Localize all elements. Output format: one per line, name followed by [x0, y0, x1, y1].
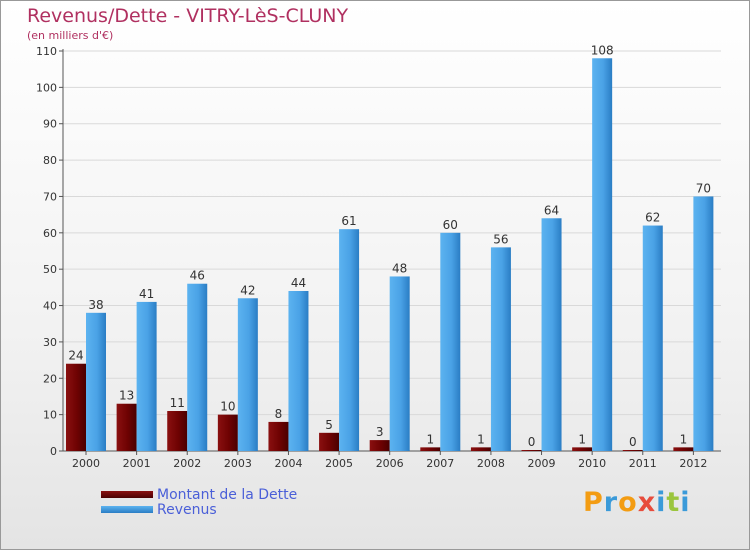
- debt-value-label: 24: [68, 349, 83, 363]
- debt-bar: [420, 447, 441, 451]
- revenue-value-label: 38: [88, 298, 103, 312]
- revenue-value-label: 60: [443, 218, 458, 232]
- debt-value-label: 0: [528, 435, 536, 449]
- revenue-bar: [389, 276, 410, 451]
- revenue-value-label: 48: [392, 261, 407, 275]
- legend-label-revenue: Revenus: [157, 502, 217, 518]
- legend-swatch-revenue: [101, 506, 153, 513]
- revenue-value-label: 42: [240, 283, 255, 297]
- y-tick-label: 30: [43, 336, 57, 349]
- x-tick-label: 2008: [477, 457, 505, 470]
- logo-letter: i: [680, 487, 691, 518]
- debt-bar: [572, 447, 593, 451]
- debt-bar: [116, 403, 137, 451]
- debt-bar: [622, 450, 643, 451]
- y-tick-label: 40: [43, 300, 57, 313]
- debt-value-label: 1: [477, 432, 485, 446]
- revenue-bar: [541, 218, 562, 451]
- logo-letter: x: [637, 487, 657, 518]
- revenue-bar: [440, 232, 461, 451]
- revenue-bar: [86, 312, 106, 451]
- x-tick-label: 2003: [224, 457, 252, 470]
- x-tick-label: 2012: [679, 457, 707, 470]
- debt-value-label: 1: [426, 432, 434, 446]
- x-tick-label: 2011: [629, 457, 657, 470]
- y-tick-label: 70: [43, 190, 57, 203]
- x-tick-label: 2006: [376, 457, 404, 470]
- revenue-bar: [187, 283, 208, 451]
- x-tick-label: 2001: [123, 457, 151, 470]
- debt-value-label: 10: [220, 400, 235, 414]
- y-tick-label: 80: [43, 154, 57, 167]
- debt-bar: [319, 432, 340, 451]
- revenue-value-label: 61: [341, 214, 356, 228]
- revenue-bar: [136, 301, 157, 451]
- x-tick-label: 2010: [578, 457, 606, 470]
- y-tick-label: 100: [36, 81, 57, 94]
- debt-value-label: 5: [325, 418, 333, 432]
- debt-bar: [268, 421, 289, 451]
- debt-bar: [470, 447, 491, 451]
- x-tick-label: 2000: [72, 457, 100, 470]
- y-tick-label: 0: [50, 445, 57, 458]
- y-tick-label: 60: [43, 227, 57, 240]
- revenue-value-label: 56: [493, 232, 508, 246]
- x-tick-label: 2007: [426, 457, 454, 470]
- debt-bar: [167, 411, 188, 451]
- debt-bar: [521, 450, 542, 451]
- debt-value-label: 3: [376, 425, 384, 439]
- debt-value-label: 11: [170, 396, 185, 410]
- debt-bar: [369, 440, 390, 451]
- debt-value-label: 1: [578, 432, 586, 446]
- x-tick-label: 2009: [528, 457, 556, 470]
- revenue-bar: [490, 247, 511, 451]
- revenue-value-label: 108: [591, 43, 614, 57]
- revenue-bar: [642, 225, 663, 451]
- revenue-value-label: 44: [291, 276, 306, 290]
- revenue-bar: [592, 58, 613, 451]
- logo-letter: t: [666, 487, 681, 518]
- chart-title: Revenus/Dette - VITRY-LèS-CLUNY: [27, 5, 349, 27]
- revenue-value-label: 70: [696, 181, 711, 195]
- y-tick-label: 10: [43, 409, 57, 422]
- x-tick-label: 2005: [325, 457, 353, 470]
- revenue-bar: [693, 196, 714, 451]
- legend-label-debt: Montant de la Dette: [157, 487, 298, 503]
- proxiti-logo: Proxiti: [583, 487, 691, 518]
- logo-letter: i: [656, 487, 667, 518]
- logo-letter: o: [618, 487, 638, 518]
- debt-value-label: 1: [680, 432, 688, 446]
- revenue-bar: [237, 298, 258, 451]
- y-tick-label: 20: [43, 372, 57, 385]
- revenue-value-label: 41: [139, 287, 154, 301]
- chart-subtitle: (en milliers d'€): [27, 29, 114, 42]
- y-tick-label: 110: [36, 45, 57, 58]
- debt-value-label: 8: [275, 407, 283, 421]
- logo-letter: r: [603, 487, 619, 518]
- revenue-value-label: 46: [190, 269, 205, 283]
- revenue-value-label: 64: [544, 203, 559, 217]
- x-tick-label: 2004: [274, 457, 302, 470]
- debt-value-label: 0: [629, 435, 637, 449]
- debt-bar: [66, 363, 86, 451]
- revenue-value-label: 62: [645, 211, 660, 225]
- debt-bar: [673, 447, 694, 451]
- y-tick-label: 90: [43, 118, 57, 131]
- debt-bar: [217, 414, 238, 451]
- legend-swatch-debt: [101, 491, 153, 498]
- revenue-bar: [339, 229, 360, 451]
- x-tick-label: 2002: [173, 457, 201, 470]
- y-tick-label: 50: [43, 263, 57, 276]
- logo-letter: P: [583, 487, 604, 518]
- debt-value-label: 13: [119, 389, 134, 403]
- revenue-bar: [288, 291, 309, 451]
